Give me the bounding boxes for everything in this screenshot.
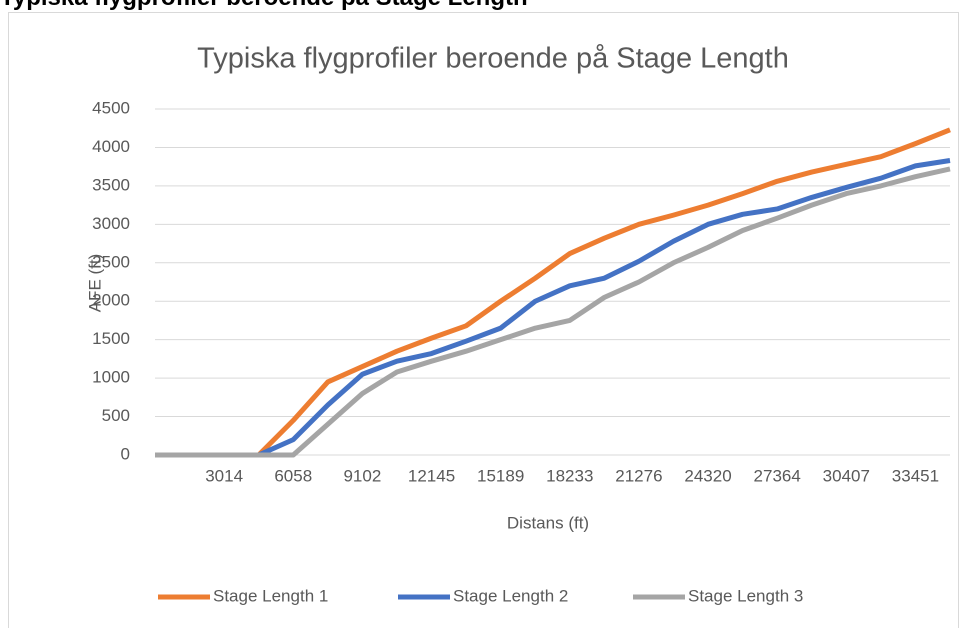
y-tick-label: 500 bbox=[102, 406, 130, 425]
x-tick-label: 15189 bbox=[477, 466, 524, 485]
x-axis-label: Distans (ft) bbox=[507, 513, 589, 532]
chart-frame bbox=[8, 12, 959, 628]
y-tick-label: 3000 bbox=[92, 214, 130, 233]
x-tick-label: 12145 bbox=[408, 466, 455, 485]
y-tick-label: 4000 bbox=[92, 137, 130, 156]
x-tick-label: 21276 bbox=[615, 466, 662, 485]
y-tick-label: 0 bbox=[121, 444, 130, 463]
x-tick-label: 33451 bbox=[892, 466, 939, 485]
legend-label: Stage Length 2 bbox=[453, 586, 568, 605]
x-tick-label: 18233 bbox=[546, 466, 593, 485]
caption: Typiska flygprofiler beroende på Stage L… bbox=[0, 0, 528, 12]
line-series bbox=[155, 127, 951, 458]
legend-label: Stage Length 3 bbox=[688, 586, 803, 605]
line-series bbox=[155, 166, 951, 458]
x-tick-label: 27364 bbox=[754, 466, 801, 485]
y-tick-label: 2000 bbox=[92, 291, 130, 310]
line-series bbox=[155, 158, 951, 458]
y-tick-label: 3500 bbox=[92, 175, 130, 194]
x-tick-label: 30407 bbox=[823, 466, 870, 485]
y-tick-label: 4500 bbox=[92, 98, 130, 117]
x-tick-label: 24320 bbox=[684, 466, 731, 485]
chart-title: Typiska flygprofiler beroende på Stage L… bbox=[197, 43, 789, 75]
x-tick-label: 6058 bbox=[274, 466, 312, 485]
x-tick-label: 9102 bbox=[343, 466, 381, 485]
y-tick-label: 1000 bbox=[92, 368, 130, 387]
y-axis-label: AFE (ft) bbox=[85, 254, 104, 313]
y-tick-label: 1500 bbox=[92, 329, 130, 348]
legend-label: Stage Length 1 bbox=[213, 586, 328, 605]
y-tick-label: 2500 bbox=[92, 252, 130, 271]
x-tick-label: 3014 bbox=[205, 466, 243, 485]
